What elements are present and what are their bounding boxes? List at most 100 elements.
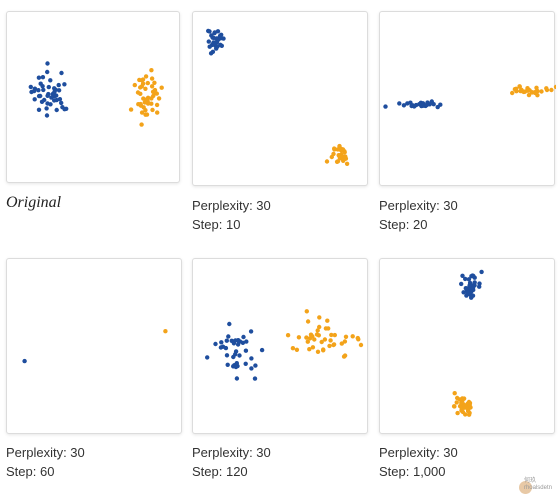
blue-point xyxy=(205,355,210,360)
blue-point xyxy=(465,290,470,296)
step-label: Step: 120 xyxy=(192,464,248,479)
blue-point xyxy=(45,93,50,99)
orange-point xyxy=(518,88,523,94)
orange-point xyxy=(459,400,464,406)
blue-point xyxy=(44,113,50,118)
blue-point xyxy=(207,44,212,49)
step-label: Step: 1,000 xyxy=(379,464,446,479)
orange-point xyxy=(539,89,544,94)
blue-point xyxy=(421,103,426,108)
orange-point xyxy=(457,397,462,402)
blue-point xyxy=(54,107,59,113)
plot-panel-step-20 xyxy=(379,11,556,186)
orange-point xyxy=(324,159,330,164)
blue-point xyxy=(408,100,413,105)
blue-point xyxy=(236,338,241,343)
blue-point xyxy=(466,277,472,282)
orange-point xyxy=(312,337,317,342)
orange-point xyxy=(145,101,151,106)
orange-point xyxy=(132,82,137,88)
orange-point xyxy=(149,84,155,89)
orange-point xyxy=(356,337,361,342)
blue-point xyxy=(233,364,239,370)
orange-point xyxy=(285,333,291,338)
scatter-plot xyxy=(22,329,168,364)
orange-point xyxy=(128,107,134,112)
orange-point xyxy=(140,81,146,86)
orange-point xyxy=(135,90,141,95)
orange-point xyxy=(296,335,302,340)
scatter-plot xyxy=(28,61,164,127)
orange-point xyxy=(321,347,326,352)
blue-point xyxy=(459,281,464,287)
watermark-line: 何玖 xyxy=(523,478,536,484)
orange-point xyxy=(343,334,349,339)
blue-point xyxy=(477,284,482,289)
blue-point xyxy=(59,70,64,76)
plot-panel-step-10 xyxy=(192,11,368,186)
blue-point xyxy=(424,102,430,107)
plot-panel-original xyxy=(6,11,180,183)
blue-point xyxy=(225,362,230,367)
orange-point xyxy=(159,85,164,90)
orange-point xyxy=(143,108,148,113)
blue-point xyxy=(56,82,61,88)
blue-point xyxy=(59,100,64,106)
blue-point xyxy=(36,75,42,80)
blue-point xyxy=(237,353,242,358)
blue-point xyxy=(401,103,407,108)
orange-point xyxy=(143,112,148,117)
orange-point xyxy=(317,324,322,330)
blue-point xyxy=(249,356,254,361)
blue-point xyxy=(243,361,248,366)
orange-point xyxy=(317,315,322,320)
blue-point xyxy=(244,339,249,344)
blue-point xyxy=(64,106,69,112)
blue-point xyxy=(56,88,62,93)
blue-point xyxy=(36,93,42,99)
orange-point xyxy=(335,147,340,152)
blue-point xyxy=(54,93,59,98)
blue-point xyxy=(472,280,477,285)
blue-point xyxy=(44,106,49,111)
watermark-line: rhoalsdetn xyxy=(523,485,552,491)
step-label: Step: 20 xyxy=(379,217,428,232)
blue-point xyxy=(383,104,388,109)
scatter-plot xyxy=(451,269,484,417)
blue-point xyxy=(468,286,474,292)
orange-point xyxy=(156,96,162,101)
orange-point xyxy=(553,84,556,90)
scatter-plot xyxy=(205,309,364,381)
blue-point xyxy=(211,40,216,45)
orange-point xyxy=(149,76,155,81)
blue-point xyxy=(31,88,37,94)
blue-point xyxy=(28,84,33,90)
blue-point xyxy=(241,334,246,340)
orange-point xyxy=(535,93,540,98)
blue-point xyxy=(397,101,402,106)
scatter-plot xyxy=(206,28,350,166)
orange-point xyxy=(154,102,160,108)
orange-point xyxy=(140,77,146,82)
blue-point xyxy=(36,88,41,93)
panel-title-original: Original xyxy=(6,194,62,211)
orange-point xyxy=(149,68,154,73)
orange-point xyxy=(526,92,532,98)
blue-point xyxy=(219,32,224,37)
blue-point xyxy=(40,75,46,80)
step-label: Step: 10 xyxy=(192,217,241,232)
blue-point xyxy=(224,338,229,343)
blue-point xyxy=(48,78,53,83)
orange-point xyxy=(143,86,148,92)
orange-point xyxy=(452,391,457,396)
scatter-plot xyxy=(383,84,556,110)
orange-point xyxy=(305,339,310,344)
blue-point xyxy=(253,363,258,368)
orange-point xyxy=(455,410,460,416)
step-label: Step: 60 xyxy=(6,464,55,479)
orange-point xyxy=(150,107,155,113)
orange-point xyxy=(332,332,337,338)
blue-point xyxy=(413,102,419,108)
blue-point xyxy=(223,345,229,351)
orange-point xyxy=(454,400,459,405)
